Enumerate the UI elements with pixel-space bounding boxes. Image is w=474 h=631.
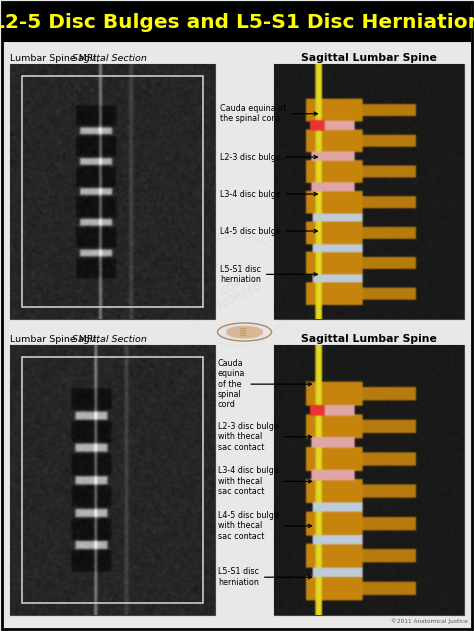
- Bar: [22, 357, 203, 603]
- Text: L4-5 disc bulge: L4-5 disc bulge: [220, 227, 317, 235]
- Bar: [274, 345, 464, 615]
- Text: L2-3 disc bulge: L2-3 disc bulge: [220, 153, 317, 162]
- Text: COPY
RIGHTED: COPY RIGHTED: [344, 111, 397, 151]
- Text: Cauda equina of
the spinal cord: Cauda equina of the spinal cord: [220, 104, 317, 124]
- Text: L3-4 disc bulge: L3-4 disc bulge: [220, 189, 317, 199]
- Text: COPY
RIGHTED: COPY RIGHTED: [73, 111, 127, 151]
- Text: Sagittal Section: Sagittal Section: [72, 335, 147, 344]
- Text: Sagittal Section: Sagittal Section: [72, 54, 147, 63]
- Text: Sagittal Lumbar Spine: Sagittal Lumbar Spine: [301, 334, 437, 344]
- Text: L3-4 disc bulge
with thecal
sac contact: L3-4 disc bulge with thecal sac contact: [218, 466, 311, 496]
- Text: L4-5 disc bulge
with thecal
sac contact: L4-5 disc bulge with thecal sac contact: [218, 511, 311, 541]
- Text: COPY
RIGHTED: COPY RIGHTED: [73, 431, 127, 471]
- Text: Sagittal Lumbar Spine: Sagittal Lumbar Spine: [301, 53, 437, 63]
- Text: L5-S1 disc
herniation: L5-S1 disc herniation: [218, 567, 311, 587]
- Bar: [10, 64, 215, 319]
- Text: Cauda
equina
of the
spinal
cord: Cauda equina of the spinal cord: [218, 359, 311, 410]
- Bar: [22, 76, 203, 307]
- Text: COPY
RIGHTED: COPY RIGHTED: [210, 271, 264, 311]
- Text: ©2011 Anatomical Justice: ©2011 Anatomical Justice: [391, 618, 468, 624]
- Bar: [274, 64, 464, 319]
- Text: Lumbar Spine MRI,: Lumbar Spine MRI,: [10, 54, 102, 63]
- Text: L2-5 Disc Bulges and L5-S1 Disc Herniation: L2-5 Disc Bulges and L5-S1 Disc Herniati…: [0, 13, 474, 32]
- Bar: [10, 345, 215, 615]
- Text: L5-S1 disc
herniation: L5-S1 disc herniation: [220, 264, 317, 284]
- Text: Lumbar Spine MRI,: Lumbar Spine MRI,: [10, 335, 102, 344]
- Text: L2-3 disc bulge
with thecal
sac contact: L2-3 disc bulge with thecal sac contact: [218, 422, 311, 452]
- Text: COPY
RIGHTED: COPY RIGHTED: [344, 431, 397, 471]
- Bar: [4, 4, 470, 41]
